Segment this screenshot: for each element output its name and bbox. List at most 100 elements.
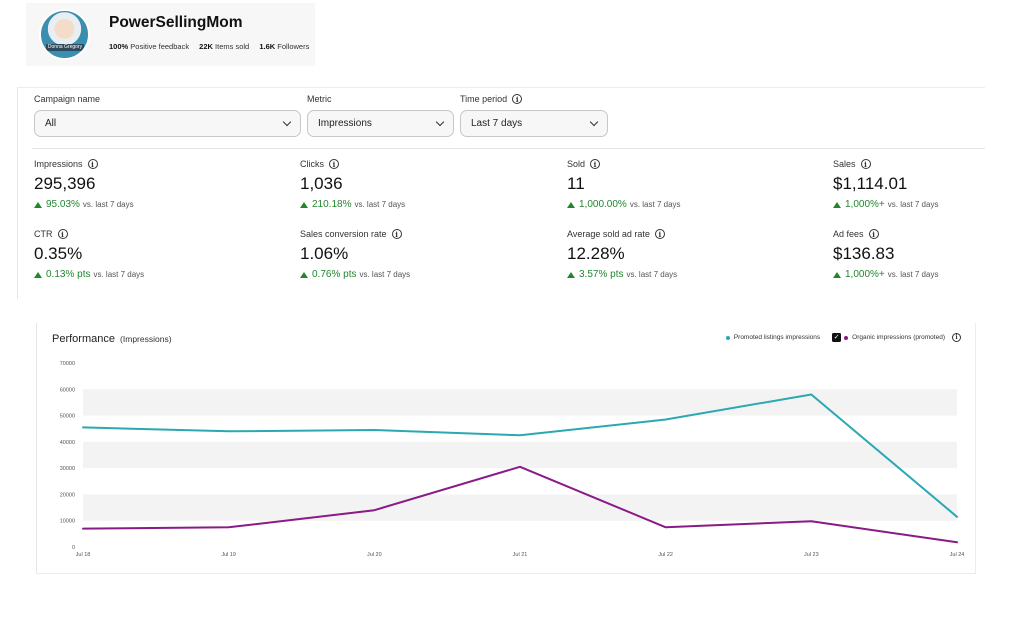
- metric-sold: Sold i 11 1,000.00% vs. last 7 days: [567, 159, 787, 210]
- metric-delta: 210.18%: [312, 199, 352, 210]
- avatar-name-tag: Donna Gregory: [46, 44, 84, 51]
- metric-value: 1,036: [300, 174, 343, 193]
- metric-delta: 0.76% pts: [312, 269, 357, 280]
- legend-organic-label: Organic impressions (promoted): [852, 334, 945, 341]
- campaign-filter-label: Campaign name: [34, 94, 101, 104]
- x-tick-label: Jul 19: [221, 552, 236, 558]
- metric-label: Sales: [833, 159, 856, 169]
- items-sold-label: Items sold: [215, 42, 250, 51]
- metric-label: Sold: [567, 159, 586, 169]
- metric-label: Clicks: [300, 159, 324, 169]
- chart-title: Performance (Impressions): [52, 333, 172, 345]
- info-icon[interactable]: i: [654, 229, 665, 239]
- feedback-label: Positive feedback: [130, 42, 190, 51]
- metric-comparison: vs. last 7 days: [354, 200, 406, 209]
- info-icon[interactable]: i: [590, 159, 601, 169]
- trend-up-icon: [300, 201, 308, 208]
- y-tick-label: 20000: [60, 492, 75, 498]
- filters-divider: [32, 148, 985, 149]
- metric-ad-fees: Ad fees i $136.83 1,000%+ vs. last 7 days: [833, 229, 983, 280]
- trend-up-icon: [300, 271, 308, 278]
- seller-stats: 100% Positive feedback 22K Items sold 1.…: [109, 42, 317, 51]
- followers-label: Followers: [277, 42, 310, 51]
- metric-sales: Sales i $1,114.01 1,000%+ vs. last 7 days: [833, 159, 983, 210]
- campaign-select[interactable]: All: [34, 110, 301, 137]
- y-tick-label: 60000: [60, 387, 75, 393]
- metric-value: 0.35%: [34, 244, 83, 263]
- metric-comparison: vs. last 7 days: [887, 270, 939, 279]
- trend-up-icon: [567, 201, 575, 208]
- campaign-select-value: All: [45, 118, 57, 129]
- x-tick-label: Jul 24: [950, 552, 965, 558]
- grid-band: [83, 494, 957, 521]
- info-icon[interactable]: i: [868, 229, 879, 239]
- feedback-value: 100%: [109, 42, 129, 51]
- info-icon[interactable]: i: [87, 159, 98, 169]
- y-tick-label: 0: [72, 545, 75, 551]
- trend-up-icon: [34, 271, 42, 278]
- chevron-down-icon: [589, 117, 599, 127]
- info-icon[interactable]: i: [512, 94, 523, 104]
- x-tick-label: Jul 18: [76, 552, 91, 558]
- metric-value: $136.83: [833, 244, 895, 263]
- info-icon[interactable]: i: [952, 333, 961, 342]
- metric-label: Ad fees: [833, 229, 864, 239]
- metric-select[interactable]: Impressions: [307, 110, 454, 137]
- seller-name[interactable]: PowerSellingMom: [109, 14, 243, 31]
- chart-legend: Promoted listings impressions ✓ Organic …: [714, 333, 961, 342]
- organic-impressions-line: [82, 465, 958, 544]
- metric-average-sold-ad-rate: Average sold ad rate i 12.28% 3.57% pts vs…: [567, 229, 787, 280]
- legend-promoted-label: Promoted listings impressions: [733, 334, 821, 341]
- promoted-impressions-line: [82, 393, 958, 518]
- info-icon[interactable]: i: [57, 229, 68, 239]
- metric-value: 1.06%: [300, 244, 349, 263]
- metric-impressions: Impressions i 295,396 95.03% vs. last 7 da…: [34, 159, 254, 210]
- chevron-down-icon: [282, 117, 292, 127]
- metric-label: Average sold ad rate: [567, 229, 650, 239]
- metric-delta: 1,000%+: [845, 199, 885, 210]
- performance-line-chart: 0 10000 20000 30000 40000 50000 60000 70000 Jul …: [60, 361, 965, 558]
- metric-comparison: vs. last 7 days: [629, 200, 681, 209]
- trend-up-icon: [34, 201, 42, 208]
- metric-comparison: vs. last 7 days: [359, 270, 411, 279]
- checkbox-checked-icon[interactable]: ✓: [832, 333, 842, 342]
- y-tick-label: 10000: [60, 519, 75, 525]
- x-tick-label: Jul 22: [658, 552, 673, 558]
- performance-chart-card: Performance (Impressions) Promoted listi…: [36, 323, 976, 574]
- campaign-metrics-panel: Campaign name All Metric Impressions Tim…: [17, 87, 985, 299]
- seller-profile-card: Donna Gregory PowerSellingMom 100% Posit…: [26, 3, 315, 66]
- metric-comparison: vs. last 7 days: [82, 200, 134, 209]
- metric-clicks: Clicks i 1,036 210.18% vs. last 7 days: [300, 159, 520, 210]
- metric-comparison: vs. last 7 days: [93, 270, 145, 279]
- metric-value: $1,114.01: [833, 174, 908, 193]
- info-icon[interactable]: i: [391, 229, 402, 239]
- followers-value: 1.6K: [259, 42, 276, 51]
- metric-label: CTR: [34, 229, 53, 239]
- info-icon[interactable]: i: [329, 159, 339, 169]
- y-tick-label: 50000: [60, 414, 75, 420]
- metric-ctr: CTR i 0.35% 0.13% pts vs. last 7 days: [34, 229, 254, 280]
- metric-value: 12.28%: [567, 244, 625, 263]
- metric-value: 11: [567, 174, 585, 193]
- info-icon[interactable]: i: [860, 159, 871, 169]
- chevron-down-icon: [435, 117, 445, 127]
- trend-up-icon: [833, 201, 841, 208]
- legend-promoted[interactable]: Promoted listings impressions: [725, 334, 821, 341]
- metric-comparison: vs. last 7 days: [626, 270, 678, 279]
- trend-up-icon: [833, 271, 841, 278]
- x-tick-label: Jul 21: [513, 552, 528, 558]
- grid-band: [83, 389, 957, 416]
- y-tick-label: 70000: [60, 361, 75, 367]
- seller-avatar[interactable]: Donna Gregory: [39, 9, 90, 60]
- y-tick-label: 30000: [60, 466, 75, 472]
- metric-comparison: vs. last 7 days: [887, 200, 939, 209]
- legend-organic[interactable]: ✓ Organic impressions (promoted) i: [832, 333, 961, 342]
- y-tick-label: 40000: [60, 440, 75, 446]
- metric-label: Sales conversion rate: [300, 229, 387, 239]
- metric-delta: 1,000%+: [845, 269, 885, 280]
- time-period-select[interactable]: Last 7 days: [460, 110, 608, 137]
- metric-select-value: Impressions: [318, 118, 372, 129]
- x-tick-label: Jul 23: [804, 552, 819, 558]
- x-tick-label: Jul 20: [367, 552, 382, 558]
- trend-up-icon: [567, 271, 575, 278]
